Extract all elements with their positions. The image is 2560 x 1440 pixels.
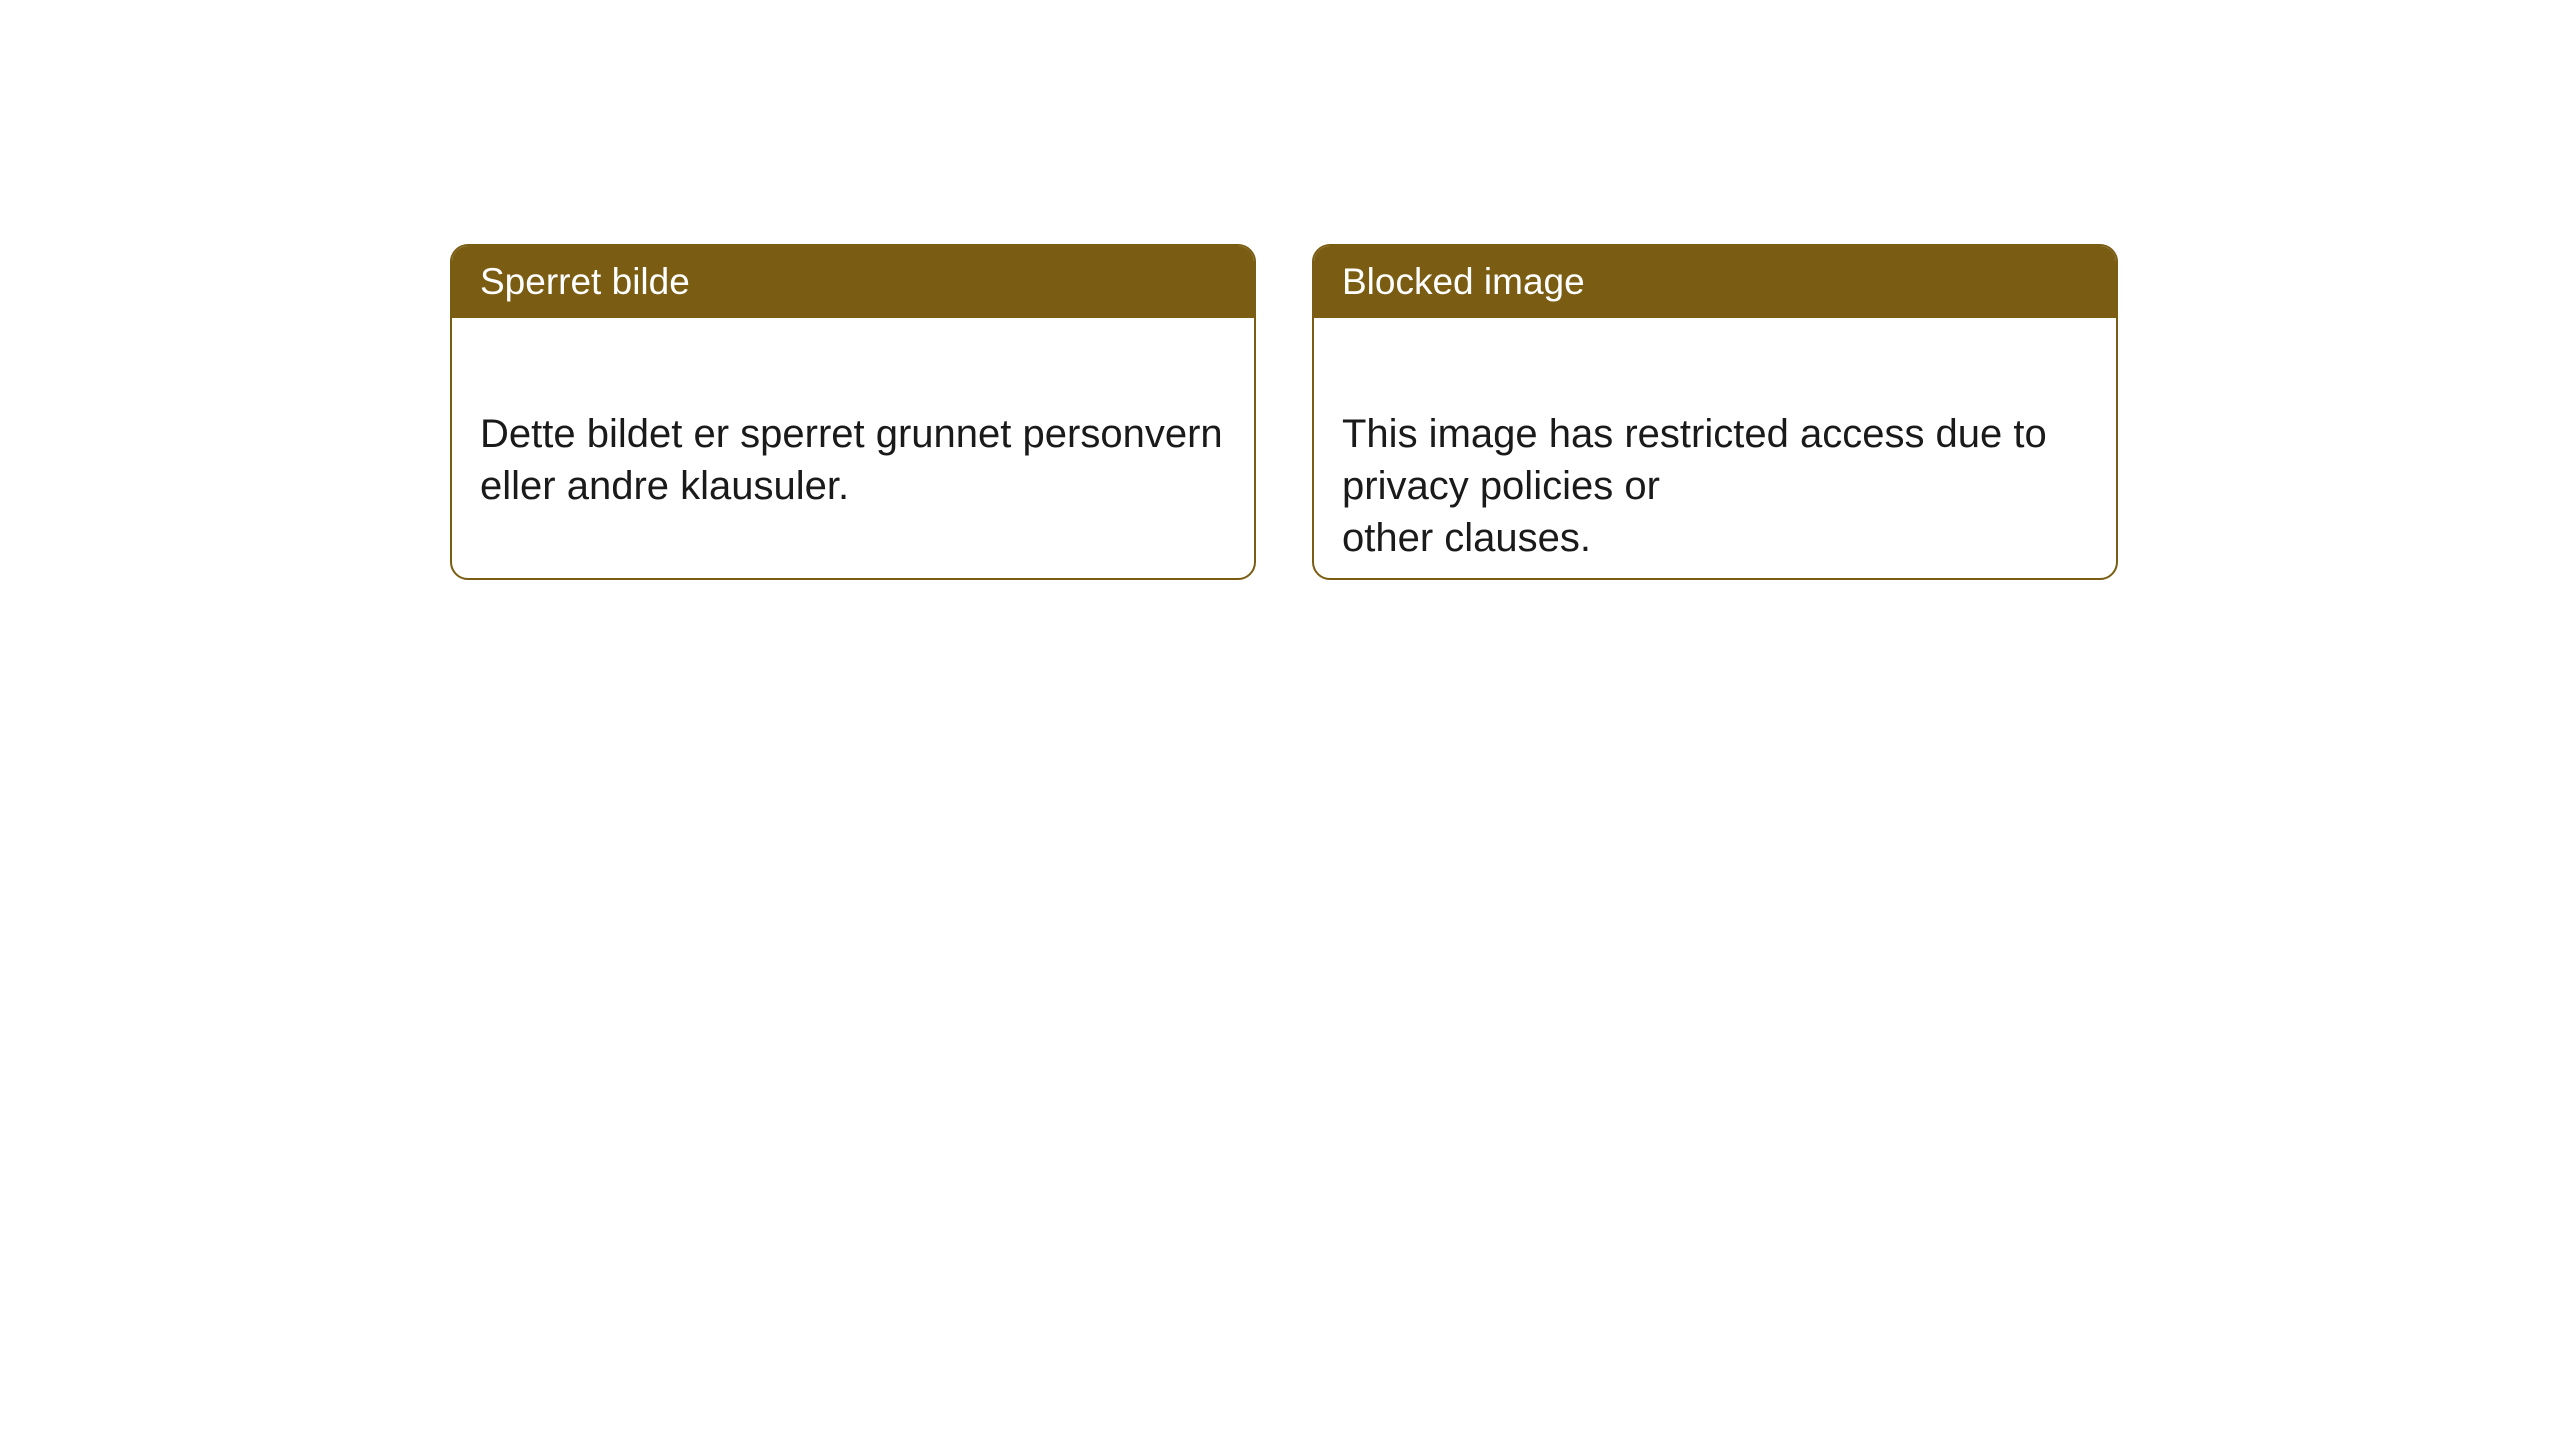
card-title: Sperret bilde	[480, 261, 690, 302]
card-title: Blocked image	[1342, 261, 1585, 302]
notice-card-norwegian: Sperret bilde Dette bildet er sperret gr…	[450, 244, 1256, 580]
card-body: This image has restricted access due to …	[1314, 318, 2116, 580]
card-header: Blocked image	[1314, 246, 2116, 318]
card-body: Dette bildet er sperret grunnet personve…	[452, 318, 1254, 550]
notice-card-english: Blocked image This image has restricted …	[1312, 244, 2118, 580]
card-header: Sperret bilde	[452, 246, 1254, 318]
card-body-text: Dette bildet er sperret grunnet personve…	[480, 412, 1223, 508]
card-body-text: This image has restricted access due to …	[1342, 412, 2047, 560]
notice-container: Sperret bilde Dette bildet er sperret gr…	[450, 244, 2118, 580]
